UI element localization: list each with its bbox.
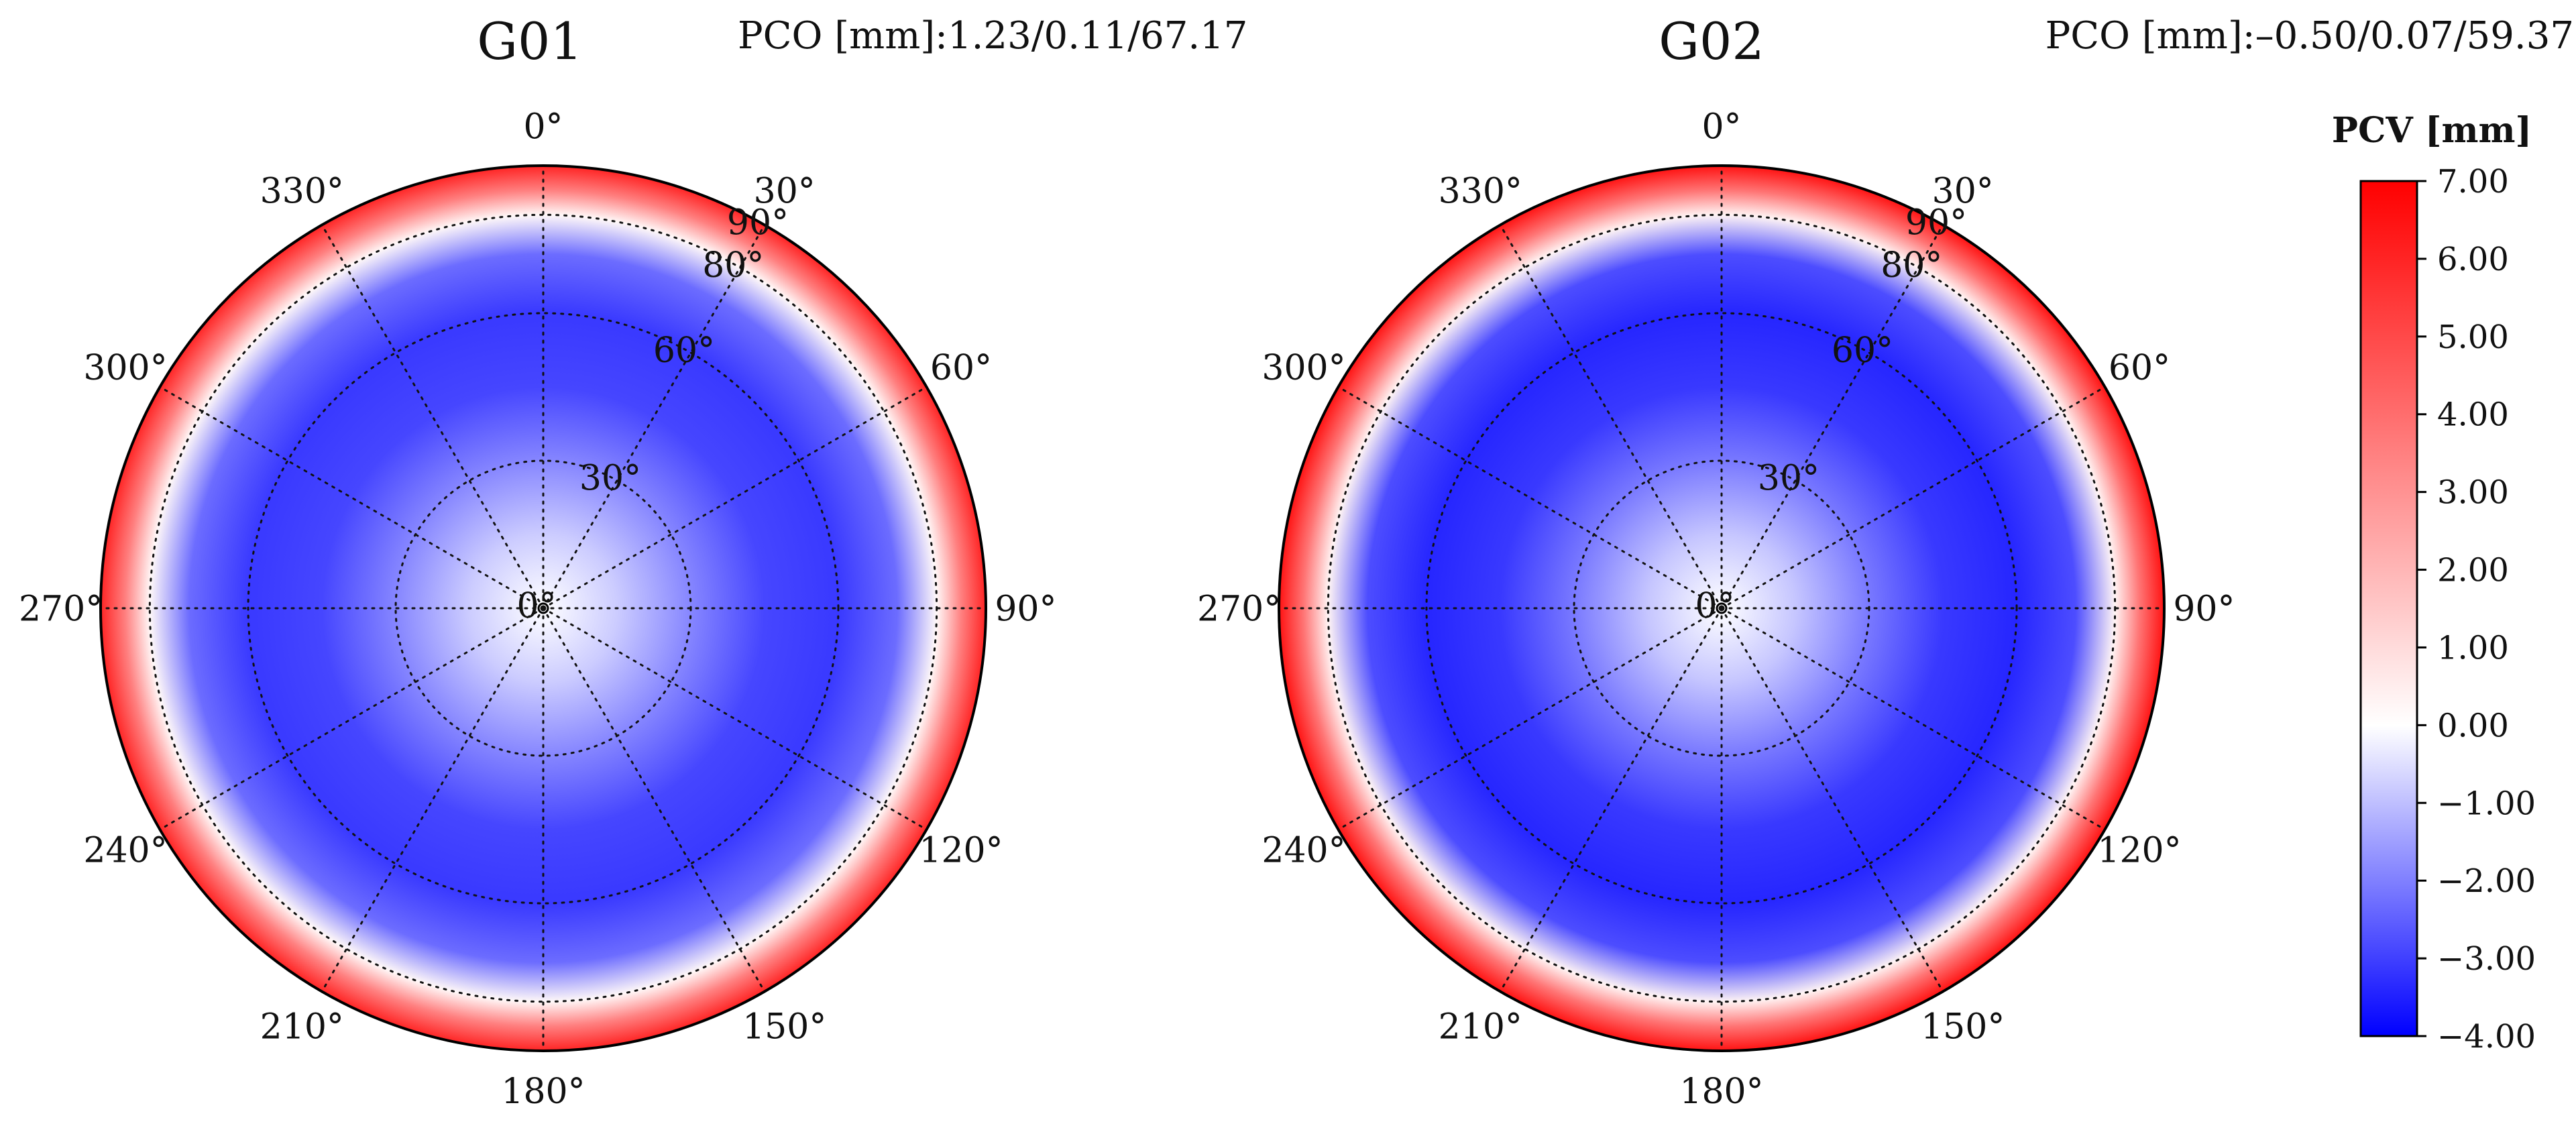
colorbar-tick-label: 0.00 [2437, 707, 2509, 744]
azimuth-tick-label: 330° [260, 172, 344, 212]
azimuth-tick-label: 0° [1701, 107, 1741, 147]
azimuth-tick-label: 0° [523, 107, 563, 147]
azimuth-tick-label: 210° [260, 1007, 344, 1047]
azimuth-gridline [158, 607, 545, 831]
panel-title: G01 [477, 11, 582, 71]
azimuth-tick-label: 60° [2109, 348, 2170, 388]
radial-tick-label: 60° [1832, 331, 1893, 371]
azimuth-gridline [158, 386, 545, 610]
colorbar-gradient [2359, 180, 2418, 1037]
colorbar-tick-label: 3.00 [2437, 474, 2509, 512]
azimuth-tick-label: 30° [1932, 172, 1994, 212]
azimuth-tick-label: 120° [919, 830, 1003, 870]
radial-tick-label: 80° [1881, 245, 1942, 286]
colorbar: PCV [mm] 7.00 6.00 5.00 4.00 3.00 2.00 1.00 0.0… [2332, 110, 2536, 1056]
azimuth-gridline [542, 223, 766, 610]
radial-tick-label: 30° [1758, 459, 1819, 499]
azimuth-tick-label: 210° [1439, 1007, 1522, 1047]
azimuth-tick-label: 270° [1197, 589, 1281, 630]
zenith-marker [1716, 602, 1728, 614]
azimuth-gridline [1499, 607, 1723, 993]
azimuth-tick-label: 30° [754, 172, 816, 212]
azimuth-gridline [1337, 607, 1723, 831]
polar-plot-g02: G02 PCO [mm]:–0.50/0.07/59.37 0° 30° 60° 90… [1197, 11, 2574, 1112]
panel-title: G02 [1659, 11, 1764, 71]
azimuth-gridline [542, 607, 766, 993]
azimuth-gridline [321, 223, 545, 610]
azimuth-gridline [1720, 386, 2107, 610]
azimuth-gridline [1720, 607, 1944, 993]
azimuth-tick-label: 300° [83, 348, 167, 388]
pco-label: PCO [mm]:–0.50/0.07/59.37 [2046, 14, 2574, 58]
colorbar-tick-label: 4.00 [2437, 396, 2509, 434]
radial-tick-label: 90° [727, 203, 789, 243]
colorbar-tick-label: 2.00 [2437, 552, 2509, 589]
polar-plot-g01: G01 PCO [mm]:1.23/0.11/67.17 0° 30° 60° 90°… [19, 11, 1247, 1112]
colorbar-tick-label: −3.00 [2437, 940, 2536, 978]
colorbar-label: PCV [mm] [2332, 110, 2532, 151]
colorbar-tick-label: −2.00 [2437, 862, 2536, 900]
colorbar-tick-label: −4.00 [2437, 1018, 2536, 1056]
azimuth-tick-label: 150° [1921, 1007, 2005, 1047]
azimuth-tick-label: 300° [1262, 348, 1345, 388]
azimuth-tick-label: 60° [930, 348, 992, 388]
azimuth-tick-label: 120° [2097, 830, 2181, 870]
colorbar-tick-label: 1.00 [2437, 630, 2509, 667]
azimuth-gridline [1499, 223, 1723, 610]
azimuth-tick-label: 180° [1679, 1072, 1763, 1112]
radial-gridline [1425, 312, 2018, 905]
radial-tick-label: 90° [1905, 203, 1967, 243]
radial-tick-label: 30° [579, 459, 641, 499]
zenith-marker [537, 602, 549, 614]
radial-tick-label: 0° [516, 586, 556, 626]
azimuth-gridline [1720, 223, 1944, 610]
azimuth-gridline [542, 386, 928, 610]
polar-frame [99, 164, 987, 1052]
polar-frame [1278, 164, 2166, 1052]
azimuth-tick-label: 90° [2173, 589, 2235, 630]
azimuth-tick-label: 240° [83, 830, 167, 870]
colorbar-tick-label: 6.00 [2437, 241, 2509, 278]
azimuth-gridline [321, 607, 545, 993]
azimuth-gridline [1720, 607, 2107, 831]
colorbar-tick-label: 5.00 [2437, 319, 2509, 356]
azimuth-tick-label: 330° [1439, 172, 1522, 212]
radial-gridline [247, 312, 840, 905]
radial-tick-label: 80° [702, 245, 764, 286]
radial-tick-label: 60° [653, 331, 715, 371]
azimuth-tick-label: 150° [742, 1007, 826, 1047]
radial-tick-label: 0° [1695, 586, 1734, 626]
colorbar-tick-label: −1.00 [2437, 785, 2536, 822]
azimuth-tick-label: 240° [1262, 830, 1345, 870]
azimuth-tick-label: 180° [501, 1072, 585, 1112]
azimuth-gridline [542, 607, 928, 831]
azimuth-tick-label: 90° [995, 589, 1056, 630]
azimuth-gridline [1337, 386, 1723, 610]
azimuth-tick-label: 270° [19, 589, 103, 630]
pco-label: PCO [mm]:1.23/0.11/67.17 [738, 14, 1247, 58]
colorbar-tick-label: 7.00 [2437, 163, 2509, 201]
